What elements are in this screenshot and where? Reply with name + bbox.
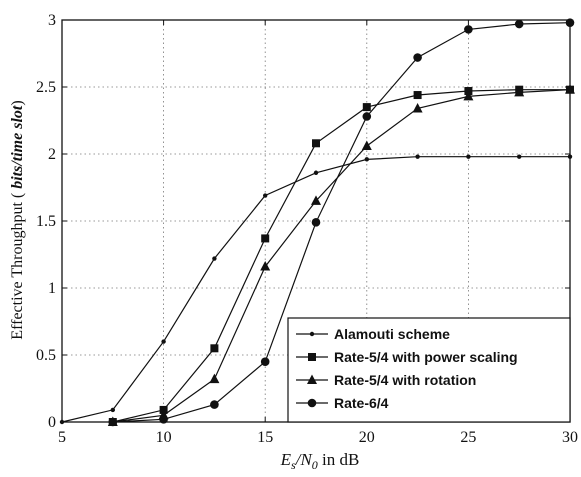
data-point-rate-5-4-rotation — [260, 261, 271, 271]
legend-box — [287, 317, 571, 423]
y-tick-label: 2 — [48, 146, 56, 163]
data-point-alamouti — [313, 170, 319, 175]
legend: Alamouti scheme Rate-5/4 with power scali… — [287, 317, 571, 423]
data-point-alamouti — [567, 154, 573, 159]
y-tick-label: 1 — [48, 280, 56, 297]
data-point-rate-6-4 — [210, 400, 219, 409]
legend-marker — [307, 374, 317, 384]
legend-entry-rate-5-4-rotation: Rate-5/4 with rotation — [296, 372, 476, 388]
data-point-alamouti — [263, 193, 268, 198]
legend-marker — [308, 353, 316, 361]
series-layer — [59, 18, 575, 427]
series-line-rate-5-4-power-scaling — [112, 89, 570, 423]
data-point-rate-5-4-rotation — [565, 84, 575, 94]
data-point-rate-6-4 — [514, 19, 524, 29]
data-point-rate-6-4 — [159, 415, 168, 424]
legend-label: Rate-5/4 with power scaling — [334, 349, 518, 365]
data-point-rate-6-4 — [464, 25, 473, 34]
data-point-alamouti — [364, 157, 369, 162]
data-point-rate-5-4-rotation — [463, 90, 474, 101]
legend-marker — [309, 331, 315, 337]
data-point-rate-5-4-rotation — [412, 102, 423, 113]
legend-entry-rate-6-4: Rate-6/4 — [296, 395, 389, 411]
legend-entry-alamouti: Alamouti scheme — [296, 326, 450, 342]
x-tick-label: 30 — [562, 429, 578, 446]
legend-label: Rate-5/4 with rotation — [334, 372, 476, 388]
y-tick-label: 3 — [48, 12, 56, 29]
x-tick-label: 20 — [359, 429, 375, 446]
legend-marker — [307, 398, 317, 408]
data-point-rate-6-4 — [362, 112, 372, 121]
data-point-rate-5-4-rotation — [209, 373, 220, 384]
data-point-alamouti — [161, 339, 166, 344]
data-point-alamouti — [110, 407, 116, 413]
y-tick-label: 0 — [48, 414, 56, 431]
y-tick-label: 2.5 — [36, 79, 56, 96]
series-line-rate-6-4 — [112, 22, 571, 423]
data-point-rate-6-4 — [413, 53, 422, 62]
x-tick-label: 25 — [460, 429, 476, 446]
y-tick-label: 1.5 — [36, 213, 56, 230]
data-point-alamouti — [59, 419, 65, 425]
data-point-rate-5-4-power-scaling — [261, 234, 270, 243]
x-tick-label: 10 — [156, 429, 172, 446]
series-alamouti — [59, 154, 573, 425]
data-point-alamouti — [415, 154, 420, 159]
data-point-rate-6-4 — [311, 218, 321, 227]
series-rate-6-4 — [108, 18, 575, 427]
data-point-rate-5-4-rotation — [311, 195, 321, 205]
axes: 5 10 15 20 25 30 0 0.5 1 1.5 2 2.5 3 — [36, 12, 578, 446]
data-point-alamouti — [466, 154, 471, 159]
y-tick-label: 0.5 — [36, 347, 56, 364]
data-point-alamouti — [212, 256, 217, 261]
y-axis-label: Effective Throughput ( bits/time slot) — [9, 100, 26, 339]
data-point-rate-5-4-rotation — [514, 86, 525, 97]
data-point-alamouti — [517, 154, 522, 159]
series-line-rate-5-4-rotation — [112, 89, 571, 423]
legend-label: Alamouti scheme — [334, 326, 450, 342]
legend-label: Rate-6/4 — [334, 395, 389, 411]
data-point-rate-5-4-power-scaling — [362, 103, 371, 112]
data-point-rate-5-4-rotation — [361, 140, 372, 150]
data-point-rate-5-4-power-scaling — [312, 139, 320, 148]
legend-entry-rate-5-4-power-scaling: Rate-5/4 with power scaling — [296, 349, 518, 365]
data-point-rate-6-4 — [565, 18, 575, 27]
x-axis-label: Es/N0 in dB — [280, 450, 360, 472]
data-point-rate-6-4 — [108, 417, 118, 427]
x-tick-label: 15 — [257, 429, 273, 446]
data-point-rate-5-4-power-scaling — [210, 344, 219, 353]
x-tick-label: 5 — [58, 429, 66, 446]
data-point-rate-6-4 — [260, 357, 270, 367]
data-point-rate-5-4-power-scaling — [413, 91, 422, 100]
